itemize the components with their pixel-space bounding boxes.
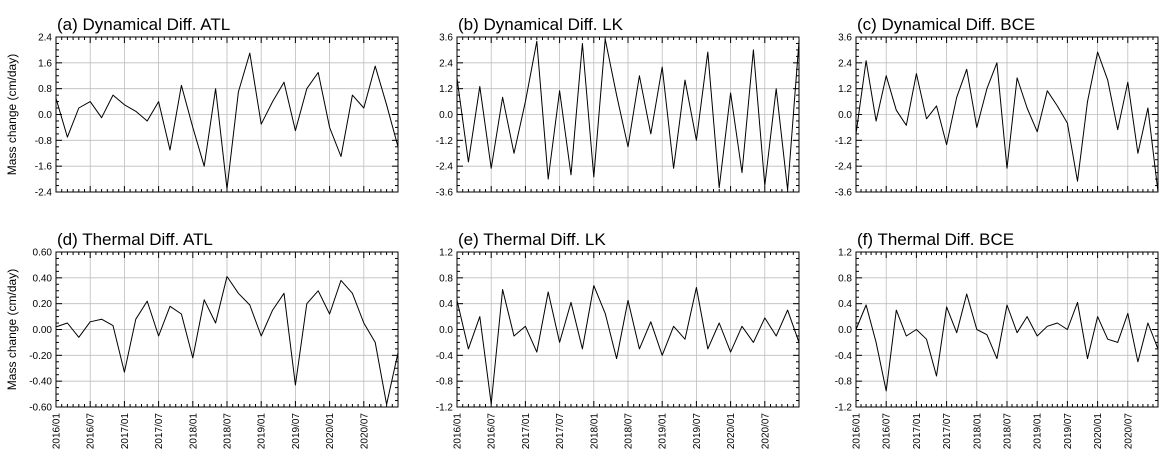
- x-tick-label: 2019/07: [1063, 413, 1074, 450]
- x-tick-label: 2019/01: [1033, 413, 1044, 450]
- y-tick-label: -0.8: [35, 136, 53, 147]
- y-tick-label: -1.2: [436, 136, 454, 147]
- y-tick-label: 0.8: [838, 273, 852, 284]
- x-tick-label: 2018/07: [624, 413, 635, 450]
- x-tick-label: 2017/01: [120, 413, 131, 450]
- x-tick-label: 2020/07: [760, 413, 771, 450]
- x-tick-label: 2016/07: [86, 413, 97, 450]
- y-tick-label: -0.4: [436, 351, 454, 362]
- series-line: [456, 285, 800, 405]
- panel-2: -3.6 -2.4 -1.2 0.0 1.2 2.4 3.6 (b) Dynamical Di…: [436, 15, 800, 199]
- series-line: [456, 38, 800, 191]
- series-line: [55, 276, 399, 405]
- y-tick-label: 1.2: [439, 84, 453, 95]
- series-line: [855, 293, 1159, 392]
- panel-3: -3.6 -2.4 -1.2 0.0 1.2 2.4 3.6 (c) Dynamical Di…: [835, 15, 1159, 199]
- x-tick-label: 2017/01: [912, 413, 923, 450]
- y-tick-label: 1.2: [838, 84, 852, 95]
- y-tick-label: -0.40: [29, 377, 52, 388]
- panel-title: (a) Dynamical Diff. ATL: [57, 15, 230, 34]
- x-tick-label: 2020/01: [726, 413, 737, 450]
- y-tick-label: -0.60: [29, 403, 52, 414]
- y-tick-label: 2.4: [838, 58, 852, 69]
- x-tick-label: 2016/01: [453, 413, 464, 450]
- series-line: [855, 51, 1159, 193]
- y-tick-label: -1.6: [35, 162, 53, 173]
- panel-6: -1.2 -0.8 -0.4 0.0 0.4 0.8 1.2 2016/01 2016/07 20…: [835, 230, 1159, 450]
- y-tick-label: 1.6: [38, 58, 52, 69]
- y-tick-label: 0.40: [33, 273, 53, 284]
- y-tick-label: 2.4: [38, 33, 52, 44]
- y-tick-label: 0.0: [838, 110, 852, 121]
- y-tick-label: 0.8: [38, 84, 52, 95]
- x-tick-label: 2017/07: [555, 413, 566, 450]
- y-tick-label: 0.8: [439, 273, 453, 284]
- panel-title: (e) Thermal Diff. LK: [458, 230, 606, 249]
- x-tick-label: 2020/07: [359, 413, 370, 450]
- panel-title: (b) Dynamical Diff. LK: [458, 15, 624, 34]
- y-tick-label: -0.20: [29, 351, 52, 362]
- x-tick-label: 2018/01: [589, 413, 600, 450]
- x-tick-label: 2017/07: [154, 413, 165, 450]
- y-tick-label: -1.2: [436, 403, 454, 414]
- y-tick-label: -1.2: [835, 403, 853, 414]
- y-tick-label: 1.2: [439, 248, 453, 259]
- x-tick-label: 2018/07: [1003, 413, 1014, 450]
- y-tick-label: -2.4: [436, 162, 454, 173]
- y-tick-label: -0.8: [835, 377, 853, 388]
- x-tick-label: 2019/01: [658, 413, 669, 450]
- panel-1: -2.4 -1.6 -0.8 0.0 0.8 1.6 2.4 (a) Dynamical Di…: [5, 15, 399, 199]
- y-tick-label: -1.2: [835, 136, 853, 147]
- plot-frame: [456, 251, 800, 408]
- plot-frame: [855, 251, 1159, 408]
- y-tick-label: 0.4: [838, 299, 852, 310]
- y-axis-label: Mass change (cm/day): [5, 269, 19, 390]
- y-tick-label: -0.8: [436, 377, 454, 388]
- y-tick-label: 0.20: [33, 299, 53, 310]
- x-tick-label: 2018/01: [188, 413, 199, 450]
- x-tick-label: 2018/01: [972, 413, 983, 450]
- x-tick-label: 2019/07: [692, 413, 703, 450]
- y-tick-label: 0.0: [439, 325, 453, 336]
- y-tick-label: 0.0: [439, 110, 453, 121]
- panel-5: -1.2 -0.8 -0.4 0.0 0.4 0.8 1.2 2016/01 2016/07 20…: [436, 230, 800, 450]
- y-tick-label: 0.60: [33, 248, 53, 259]
- y-axis-label: Mass change (cm/day): [5, 54, 19, 175]
- x-tick-label: 2016/07: [882, 413, 893, 450]
- x-tick-label: 2020/07: [1123, 413, 1134, 450]
- x-tick-label: 2017/01: [521, 413, 532, 450]
- x-tick-label: 2016/07: [487, 413, 498, 450]
- x-tick-label: 2019/01: [257, 413, 268, 450]
- y-tick-label: -0.4: [835, 351, 853, 362]
- panel-4: -0.60 -0.40 -0.20 0.00 0.20 0.40 0.60 2016/01 20…: [5, 230, 399, 450]
- y-tick-label: 0.00: [33, 325, 53, 336]
- y-tick-label: 0.0: [38, 110, 52, 121]
- x-tick-label: 2016/01: [52, 413, 63, 450]
- y-tick-label: -2.4: [35, 188, 53, 199]
- x-tick-label: 2020/01: [325, 413, 336, 450]
- y-tick-label: 0.4: [439, 299, 453, 310]
- y-tick-label: 1.2: [838, 248, 852, 259]
- x-tick-label: 2016/01: [852, 413, 863, 450]
- plot-frame: [456, 36, 800, 193]
- y-tick-label: -3.6: [835, 188, 853, 199]
- y-tick-label: -3.6: [436, 188, 454, 199]
- x-tick-label: 2017/07: [942, 413, 953, 450]
- y-tick-label: 2.4: [439, 58, 453, 69]
- x-tick-label: 2020/01: [1093, 413, 1104, 450]
- panel-title: (f) Thermal Diff. BCE: [857, 230, 1014, 249]
- series-line: [55, 52, 399, 190]
- y-tick-label: -2.4: [835, 162, 853, 173]
- plot-frame: [55, 251, 399, 408]
- plot-frame: [55, 36, 399, 193]
- plot-frame: [855, 36, 1159, 193]
- y-tick-label: 3.6: [838, 33, 852, 44]
- x-tick-label: 2019/07: [291, 413, 302, 450]
- panel-title: (c) Dynamical Diff. BCE: [857, 15, 1035, 34]
- x-tick-label: 2018/07: [223, 413, 234, 450]
- panel-title: (d) Thermal Diff. ATL: [57, 230, 213, 249]
- y-tick-label: 3.6: [439, 33, 453, 44]
- y-tick-label: 0.0: [838, 325, 852, 336]
